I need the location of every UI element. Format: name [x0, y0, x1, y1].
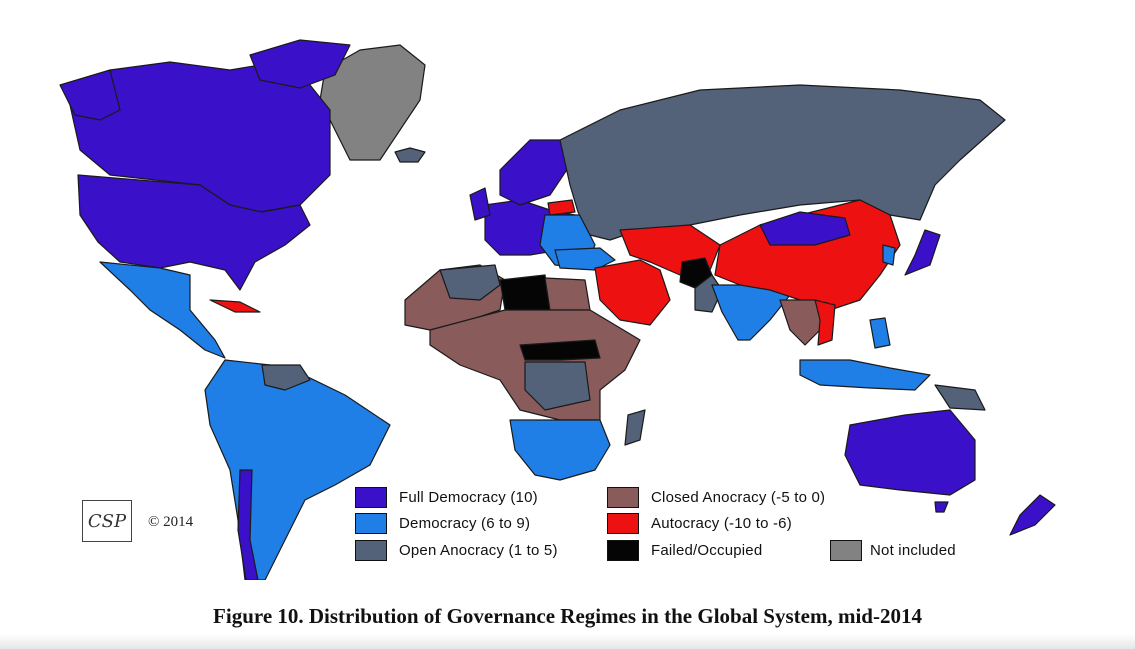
bottom-shadow	[0, 634, 1135, 649]
region-russia	[559, 84, 1006, 241]
region-libya	[499, 274, 551, 311]
legend-label: Failed/Occupied	[651, 541, 763, 559]
legend-label: Open Anocracy (1 to 5)	[399, 541, 558, 559]
region-arctic-islands	[249, 39, 351, 89]
legend-item-autocracy: Autocracy (-10 to -6)	[607, 512, 792, 534]
region-uk	[469, 187, 491, 221]
region-usa	[77, 174, 311, 291]
region-belarus	[547, 199, 576, 216]
region-papua	[934, 384, 986, 411]
legend-item-closed-anocracy: Closed Anocracy (-5 to 0)	[607, 486, 825, 508]
region-pakistan	[694, 274, 723, 313]
legend-swatch	[355, 512, 387, 534]
region-mexico	[99, 261, 226, 359]
region-chile	[237, 469, 259, 580]
legend-item-full-democracy: Full Democracy (10)	[355, 486, 538, 508]
region-japan	[904, 229, 941, 276]
csp-logo: CSP	[82, 500, 132, 542]
region-venezuela	[261, 364, 311, 391]
region-mongolia	[759, 211, 851, 246]
legend-label: Democracy (6 to 9)	[399, 514, 531, 532]
world-governance-map	[59, 39, 1056, 580]
region-tasmania	[934, 501, 949, 513]
region-cuba	[209, 299, 261, 313]
region-indonesia	[799, 359, 931, 391]
region-australia	[844, 409, 976, 496]
region-vietnam	[814, 299, 836, 346]
region-egypt	[544, 277, 591, 311]
legend-swatch	[607, 486, 639, 508]
region-southern-africa	[509, 419, 611, 481]
region-turkey	[554, 247, 616, 271]
legend-swatch	[355, 486, 387, 508]
legend-label: Closed Anocracy (-5 to 0)	[651, 488, 826, 506]
region-southeast-asia	[779, 299, 826, 346]
legend-item-open-anocracy: Open Anocracy (1 to 5)	[355, 539, 558, 561]
region-alaska	[59, 69, 121, 121]
legend-swatch	[607, 512, 639, 534]
region-sudan	[519, 339, 601, 361]
copyright-text: © 2014	[148, 514, 194, 530]
legend-label: Not included	[870, 541, 956, 559]
region-new-zealand	[1009, 494, 1056, 536]
legend-swatch	[607, 539, 639, 561]
figure-caption: Figure 10. Distribution of Governance Re…	[213, 604, 922, 628]
region-congo	[524, 361, 591, 411]
region-south-america	[204, 359, 391, 580]
legend-item-not-included: Not included	[830, 539, 956, 561]
region-korea	[882, 244, 896, 266]
legend-label: Autocracy (-10 to -6)	[651, 514, 792, 532]
region-middle-east	[594, 259, 671, 326]
region-algeria	[439, 264, 501, 301]
region-madagascar	[624, 409, 646, 446]
legend-swatch	[830, 539, 862, 561]
legend-item-democracy: Democracy (6 to 9)	[355, 512, 530, 534]
region-iceland	[394, 147, 426, 163]
region-scandinavia	[499, 139, 571, 206]
legend-label: Full Democracy (10)	[399, 488, 538, 506]
legend-swatch	[355, 539, 387, 561]
legend-item-failed-occupied: Failed/Occupied	[607, 539, 762, 561]
region-philippines	[869, 317, 891, 349]
csp-logo-text: CSP	[87, 510, 127, 532]
